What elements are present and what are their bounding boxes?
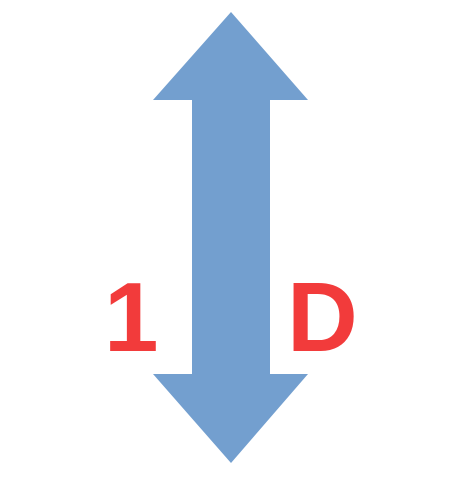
double-headed-vertical-arrow-icon [153, 12, 308, 463]
label-d: D [287, 262, 358, 372]
label-one: 1 [104, 262, 159, 372]
